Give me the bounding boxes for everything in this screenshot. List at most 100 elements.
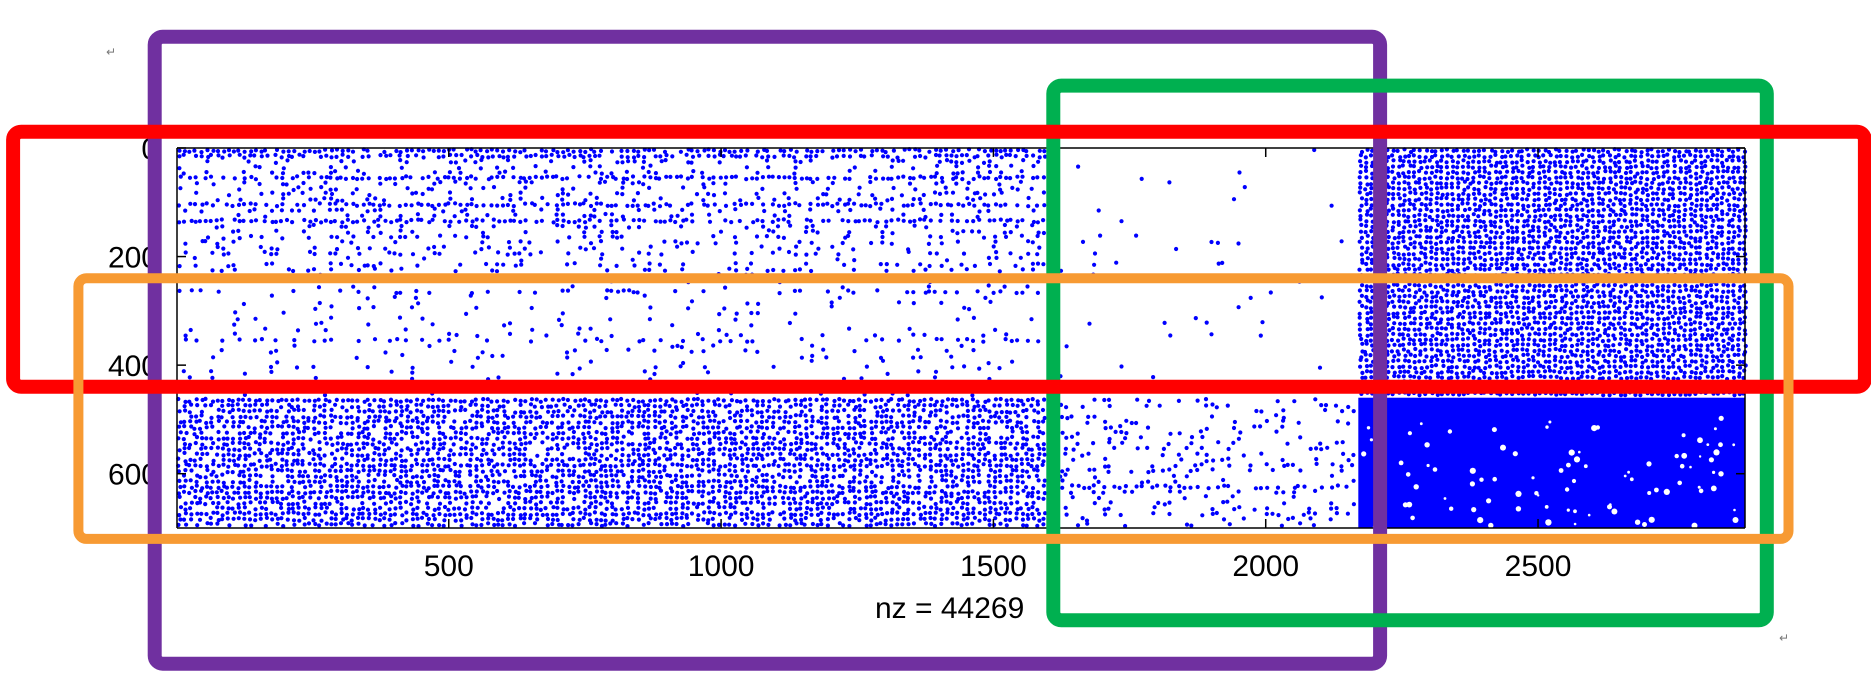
nz-dot (429, 187, 435, 192)
nz-dot (447, 453, 452, 458)
nz-dot (905, 511, 910, 516)
nz-dot (788, 489, 793, 494)
nz-dot (357, 507, 362, 512)
nz-dot (382, 452, 387, 457)
nz-dot (366, 432, 371, 437)
nz-dot (378, 214, 383, 219)
nz-dot (518, 239, 523, 244)
nz-dot (609, 149, 615, 154)
nz-dot (492, 522, 497, 528)
nz-dot (588, 203, 594, 209)
nz-dot (253, 148, 258, 153)
nz-dot (895, 424, 900, 429)
nz-dot (448, 467, 453, 473)
nz-dot (1020, 468, 1025, 473)
nz-dot (507, 440, 512, 445)
nz-dot (208, 174, 214, 179)
nz-dot (670, 511, 675, 517)
nz-dot (570, 372, 575, 377)
nz-dot (987, 463, 993, 468)
nz-dot (351, 507, 356, 512)
nz-dot (727, 468, 732, 473)
nz-dot (954, 154, 959, 159)
nz-dot (777, 404, 783, 409)
nz-dot (262, 436, 267, 441)
nz-dot (470, 494, 475, 499)
nz-dot (328, 261, 333, 266)
nz-dot (967, 158, 972, 163)
nz-dot (863, 479, 868, 484)
nz-dot (425, 440, 430, 445)
nz-dot (609, 501, 615, 506)
nz-dot (576, 331, 581, 336)
nz-dot (668, 448, 673, 453)
nz-dot (313, 505, 318, 510)
nz-dot (421, 485, 426, 490)
nz-dot (1002, 222, 1008, 228)
nz-dot (361, 463, 366, 468)
nz-dot (702, 510, 707, 515)
nz-dot (776, 175, 782, 180)
nz-dot (964, 153, 969, 158)
nz-dot (745, 408, 750, 413)
nz-dot (354, 187, 359, 192)
nz-dot (571, 505, 576, 511)
nz-dot (972, 263, 978, 268)
nz-dot (733, 447, 738, 452)
nz-dot (803, 452, 808, 457)
nz-dot (1015, 403, 1020, 408)
nz-dot (878, 404, 883, 410)
nz-dot (416, 217, 421, 222)
nz-dot (625, 155, 630, 160)
nz-dot (378, 457, 383, 462)
nz-dot (278, 501, 284, 506)
nz-dot (366, 225, 371, 230)
nz-dot (463, 451, 468, 457)
nz-dot (230, 415, 235, 420)
nz-dot (809, 149, 814, 154)
nz-dot (296, 419, 301, 424)
nz-dot (232, 267, 237, 272)
nz-dot (760, 399, 766, 404)
nz-dot (630, 257, 635, 262)
nz-dot (1268, 290, 1273, 295)
nz-dot (896, 472, 902, 477)
nz-dot (1015, 187, 1020, 192)
nz-dot (447, 483, 452, 489)
nz-dot (210, 268, 215, 273)
nz-dot (392, 251, 397, 256)
nz-dot (323, 510, 328, 515)
nz-dot (732, 464, 737, 469)
nz-dot (1040, 462, 1045, 467)
nz-dot (705, 370, 711, 375)
nz-dot (707, 451, 712, 457)
nz-dot (1010, 402, 1015, 408)
nz-dot (868, 204, 873, 209)
nz-dot (300, 442, 305, 447)
nz-dot (350, 220, 356, 225)
nz-dot (1092, 414, 1097, 419)
nz-dot (545, 523, 550, 528)
nz-dot (1198, 429, 1203, 434)
nz-dot (924, 490, 929, 495)
nz-dot (242, 505, 247, 510)
nz-dot (389, 369, 394, 374)
nz-dot (556, 317, 562, 322)
nz-dot (473, 402, 478, 407)
nz-dot (334, 475, 339, 480)
nz-dot (773, 446, 778, 451)
nz-dot (273, 338, 278, 343)
nz-dot (236, 486, 241, 491)
nz-dot (495, 436, 500, 441)
nz-dot (582, 159, 587, 164)
nz-dot (745, 339, 750, 344)
nz-dot (432, 442, 437, 447)
nz-dot (815, 523, 820, 528)
nz-dot (329, 304, 334, 309)
nz-dot (690, 403, 695, 408)
nz-dot (426, 397, 431, 402)
nz-dot (382, 409, 387, 414)
nz-dot (518, 219, 523, 224)
nz-dot (276, 398, 281, 404)
nz-dot (794, 521, 799, 526)
